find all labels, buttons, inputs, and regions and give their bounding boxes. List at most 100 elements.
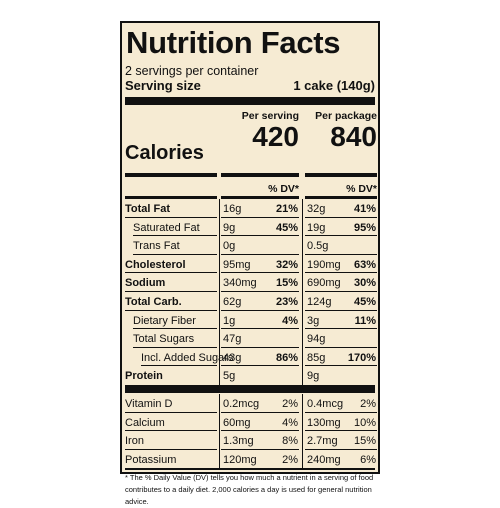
row-divider-serving — [221, 235, 299, 237]
package-dv: 11% — [354, 314, 376, 327]
nutrient-name: Iron — [125, 435, 144, 448]
row-divider-serving — [221, 309, 299, 311]
nutrient-row: Incl. Added Sugars 43g 86% 85g 170% — [125, 348, 376, 366]
serving-size-label: Serving size — [125, 78, 201, 93]
serving-amount: 0.2mcg — [223, 398, 260, 410]
row-divider-package — [305, 272, 377, 274]
row-divider-left — [133, 253, 217, 255]
nutrient-name: Potassium — [125, 453, 177, 466]
row-divider-left — [125, 411, 217, 413]
row-divider-left — [125, 430, 217, 432]
serving-amount: 62g — [223, 296, 242, 308]
serving-dv: 21% — [275, 203, 298, 215]
nutrition-facts-label: Nutrition Facts 2 servings per container… — [120, 21, 380, 506]
row-divider-serving — [221, 346, 299, 348]
nutrient-name: Total Fat — [125, 203, 171, 215]
serving-size-row: Serving size 1 cake (140g) — [125, 78, 375, 93]
package-dv: 170% — [347, 351, 376, 364]
row-divider-serving — [221, 291, 299, 292]
row-divider-package — [305, 309, 377, 311]
nutrient-name: Sodium — [125, 277, 166, 290]
serving-dv: 2% — [282, 453, 298, 466]
dv-header-serving: % DV* — [268, 183, 299, 195]
column-separator — [302, 394, 303, 469]
nutrient-name: Total Sugars — [133, 333, 195, 346]
nutrient-row: Dietary Fiber 1g 4% 3g 11% — [125, 311, 376, 329]
row-divider-package — [305, 430, 377, 432]
column-separator — [302, 199, 303, 385]
serving-dv: 86% — [275, 351, 298, 364]
package-amount: 9g — [307, 370, 320, 383]
per-package-header: Per package — [315, 110, 377, 122]
serving-amount: 95mg — [223, 258, 251, 271]
vitamin-row: Iron 1.3mg 8% 2.7mg 15% — [125, 431, 376, 449]
row-divider-package — [305, 216, 377, 218]
dv-rule-left — [125, 196, 217, 199]
row-divider-serving — [221, 430, 299, 432]
package-amount: 94g — [307, 333, 326, 346]
row-divider-left — [141, 365, 217, 367]
package-amount: 190mg — [307, 258, 341, 271]
nutrient-row: Total Sugars 47g 94g — [125, 329, 375, 347]
serving-amount: 47g — [223, 333, 242, 346]
vitamin-row: Potassium 120mg 2% 240mg 6% — [125, 450, 376, 468]
nutrient-name: Cholesterol — [125, 258, 186, 271]
package-amount: 85g — [307, 351, 326, 364]
row-divider-serving — [221, 253, 299, 255]
row-divider-package — [305, 346, 377, 348]
package-amount: 130mg — [307, 416, 341, 429]
row-divider-left — [125, 309, 217, 311]
row-divider-package — [305, 235, 377, 237]
serving-dv: 8% — [282, 435, 298, 448]
nutrient-row: Total Fat 16g 21% 32g 41% — [125, 199, 376, 217]
nutrient-row: Total Carb. 62g 23% 124g 45% — [125, 292, 376, 310]
package-dv: 63% — [353, 258, 376, 271]
row-divider-package — [305, 253, 377, 255]
serving-dv: 4% — [282, 314, 298, 327]
row-divider-serving — [221, 365, 299, 367]
calories-rule-serving — [221, 173, 299, 177]
column-separator — [219, 199, 220, 385]
serving-amount: 16g — [223, 203, 242, 215]
package-dv: 95% — [353, 221, 376, 234]
serving-dv: 15% — [275, 277, 298, 290]
serving-dv: 45% — [275, 221, 298, 234]
serving-amount: 0g — [223, 240, 236, 253]
label-content: Nutrition Facts 2 servings per container… — [125, 23, 377, 506]
package-dv: 15% — [353, 435, 376, 448]
nutrient-name: Vitamin D — [125, 398, 173, 410]
row-divider-serving — [221, 411, 299, 413]
row-divider-package — [305, 448, 377, 450]
serving-dv: 4% — [282, 416, 298, 429]
calories-per-package: 840 — [330, 121, 377, 152]
row-divider-serving — [221, 216, 299, 218]
serving-dv: 23% — [275, 296, 298, 308]
serving-amount: 43g — [223, 351, 242, 364]
serving-amount: 5g — [223, 370, 236, 383]
dv-rule-serving — [221, 196, 299, 199]
serving-size-value: 1 cake (140g) — [293, 78, 375, 93]
nutrient-name: Protein — [125, 370, 163, 383]
package-amount: 2.7mg — [307, 435, 338, 448]
row-divider-serving — [221, 272, 299, 274]
calories-label: Calories — [125, 142, 204, 164]
serving-amount: 1g — [223, 314, 236, 327]
column-separator — [219, 394, 220, 469]
serving-amount: 340mg — [223, 277, 257, 290]
row-divider-package — [305, 365, 377, 367]
nutrient-name: Dietary Fiber — [133, 314, 196, 327]
servings-per-container: 2 servings per container — [125, 64, 259, 78]
nutrient-name: Trans Fat — [133, 240, 180, 253]
nutrient-row: Sodium 340mg 15% 690mg 30% — [125, 273, 376, 291]
serving-amount: 120mg — [223, 453, 257, 466]
package-amount: 19g — [307, 221, 326, 234]
nutrient-row: Trans Fat 0g 0.5g — [125, 236, 375, 254]
row-divider-left — [125, 291, 217, 292]
vitamin-divider — [125, 385, 375, 393]
nutrient-name: Total Carb. — [125, 296, 182, 308]
nutrient-row: Protein 5g 9g — [125, 366, 375, 384]
row-divider-left — [125, 216, 217, 218]
serving-amount: 1.3mg — [223, 435, 254, 448]
package-amount: 32g — [307, 203, 326, 215]
row-divider-left — [133, 328, 217, 330]
